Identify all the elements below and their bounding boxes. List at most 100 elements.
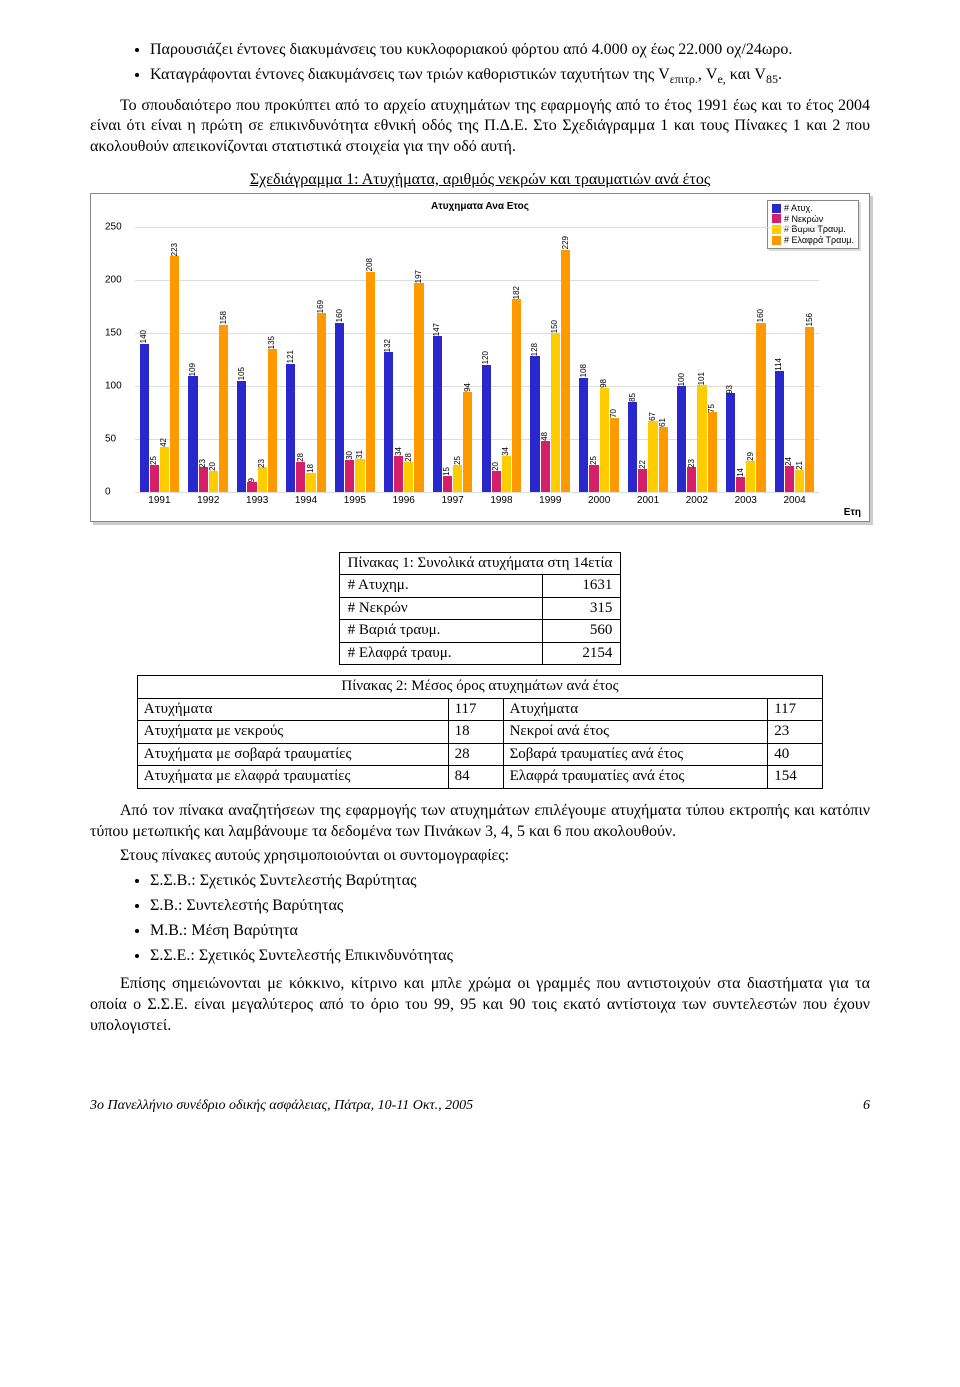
y-tick-label: 200 — [105, 274, 122, 287]
paragraph-last: Επίσης σημειώνονται με κόκκινο, κίτρινο … — [90, 974, 870, 1036]
bar: 29 — [746, 461, 755, 492]
bar-value-label: 109 — [188, 362, 198, 376]
bar-value-label: 34 — [394, 446, 404, 456]
bar: 150 — [551, 333, 560, 492]
cell-value: 40 — [768, 743, 823, 766]
cell-label: # Νεκρών — [339, 597, 542, 620]
legend-item: # Ατυχ. — [772, 203, 854, 214]
x-tick-label: 2002 — [672, 494, 721, 507]
bar: 120 — [482, 365, 491, 492]
footer-left: 3ο Πανελλήνιο συνέδριο οδικής ασφάλειας,… — [90, 1097, 473, 1115]
list-item: Σ.Σ.Β.: Σχετικός Συντελεστής Βαρύτητας — [150, 871, 870, 892]
bar-value-label: 15 — [442, 466, 452, 476]
bar: 22 — [638, 469, 647, 492]
x-tick-label: 1994 — [282, 494, 331, 507]
cell-value: 560 — [542, 620, 621, 643]
bar: 147 — [433, 336, 442, 491]
chart-axis-title: Ετη — [844, 506, 861, 519]
x-tick-label: 1991 — [135, 494, 184, 507]
bar-value-label: 25 — [149, 455, 159, 465]
paragraph-intro: Το σπουδαιότερο που προκύπτει από το αρχ… — [90, 96, 870, 158]
bar-group: 1002310175 — [677, 385, 718, 492]
paragraph-bottom-1: Από τον πίνακα αναζητήσεων της εφαρμογής… — [90, 801, 870, 843]
cell-label: Νεκροί ανά έτος — [503, 721, 768, 744]
bar: 128 — [530, 356, 539, 491]
x-tick-label: 2004 — [770, 494, 819, 507]
bar-value-label: 28 — [296, 452, 306, 462]
bar: 34 — [394, 456, 403, 492]
bar-group: 931429160 — [725, 323, 766, 492]
bar: 42 — [160, 447, 169, 491]
cell-label: # Βαριά τραυμ. — [339, 620, 542, 643]
bar-value-label: 30 — [345, 450, 355, 460]
bar: 158 — [219, 325, 228, 492]
bar: 9 — [247, 482, 256, 492]
bar: 48 — [541, 441, 550, 492]
x-tick-label: 2000 — [575, 494, 624, 507]
bar: 160 — [335, 323, 344, 492]
bar: 197 — [414, 283, 423, 491]
cell-value: 154 — [768, 766, 823, 789]
bar: 25 — [453, 465, 462, 491]
bar-value-label: 25 — [589, 455, 599, 465]
bar-value-label: 156 — [805, 312, 815, 326]
cell-label: Ατυχήματα — [503, 698, 768, 721]
chart-inner-title: Ατυχηματα Ανα Ετος — [97, 200, 863, 213]
cell-label: # Ελαφρά τραυμ. — [339, 642, 542, 665]
bar-value-label: 70 — [609, 408, 619, 418]
legend-swatch — [772, 204, 781, 213]
bar-value-label: 20 — [208, 461, 218, 471]
bar: 132 — [384, 352, 393, 492]
bar-value-label: 22 — [638, 459, 648, 469]
bar: 85 — [628, 402, 637, 492]
bar-group: 85226761 — [628, 402, 669, 492]
bar: 61 — [659, 427, 668, 492]
bar: 25 — [589, 465, 598, 491]
table-row: # Νεκρών315 — [339, 597, 621, 620]
y-tick-label: 0 — [105, 485, 111, 498]
page-footer: 3ο Πανελλήνιο συνέδριο οδικής ασφάλειας,… — [90, 1097, 870, 1115]
bar: 24 — [785, 466, 794, 491]
cell-label: Ατυχήματα με νεκρούς — [137, 721, 448, 744]
bar-value-label: 160 — [756, 308, 766, 322]
cell-value: 28 — [448, 743, 503, 766]
bar-group: 105923135 — [237, 349, 278, 492]
bar-value-label: 158 — [219, 310, 229, 324]
cell-value: 1631 — [542, 575, 621, 598]
bar: 20 — [209, 471, 218, 492]
bar-value-label: 135 — [267, 335, 277, 349]
cell-value: 315 — [542, 597, 621, 620]
bar-value-label: 29 — [746, 451, 756, 461]
bar: 25 — [150, 465, 159, 491]
bar-value-label: 9 — [247, 477, 257, 482]
cell-label: Ατυχήματα με σοβαρά τραυματίες — [137, 743, 448, 766]
bar-group: 1603031208 — [335, 272, 376, 492]
bar: 105 — [237, 381, 246, 492]
bar-value-label: 132 — [383, 338, 393, 352]
list-item: Παρουσιάζει έντονες διακυμάνσεις του κυκ… — [150, 40, 870, 61]
table-row: # Βαριά τραυμ.560 — [339, 620, 621, 643]
bar: 20 — [492, 471, 501, 492]
table-row: Ατυχήματα με σοβαρά τραυματίες28Σοβαρά τ… — [137, 743, 822, 766]
list-item: Σ.Σ.Ε.: Σχετικός Συντελεστής Επικινδυνότ… — [150, 946, 870, 967]
bar-value-label: 229 — [561, 235, 571, 249]
chart-caption: Σχεδιάγραμμα 1: Ατυχήματα, αριθμός νεκρώ… — [90, 170, 870, 191]
y-tick-label: 50 — [105, 432, 116, 445]
x-tick-label: 1996 — [379, 494, 428, 507]
bar: 108 — [579, 378, 588, 492]
bar-value-label: 169 — [316, 299, 326, 313]
table-row: Ατυχήματα με νεκρούς18Νεκροί ανά έτος23 — [137, 721, 822, 744]
bar: 21 — [795, 470, 804, 492]
table-1-title: Πίνακας 1: Συνολικά ατυχήματα στη 14ετία — [339, 552, 621, 575]
cell-label: # Ατυχημ. — [339, 575, 542, 598]
abbr-bullet-list: Σ.Σ.Β.: Σχετικός Συντελεστής Βαρύτητας Σ.… — [90, 871, 870, 966]
bar-group: 147152594 — [432, 336, 473, 491]
bar-group: 12848150229 — [530, 250, 571, 492]
footer-page-number: 6 — [863, 1097, 870, 1115]
bar-value-label: 75 — [707, 403, 717, 413]
bar: 75 — [708, 412, 717, 491]
bar-value-label: 93 — [725, 384, 735, 394]
bar-value-label: 101 — [697, 371, 707, 385]
bar-value-label: 160 — [335, 308, 345, 322]
y-tick-label: 100 — [105, 379, 122, 392]
